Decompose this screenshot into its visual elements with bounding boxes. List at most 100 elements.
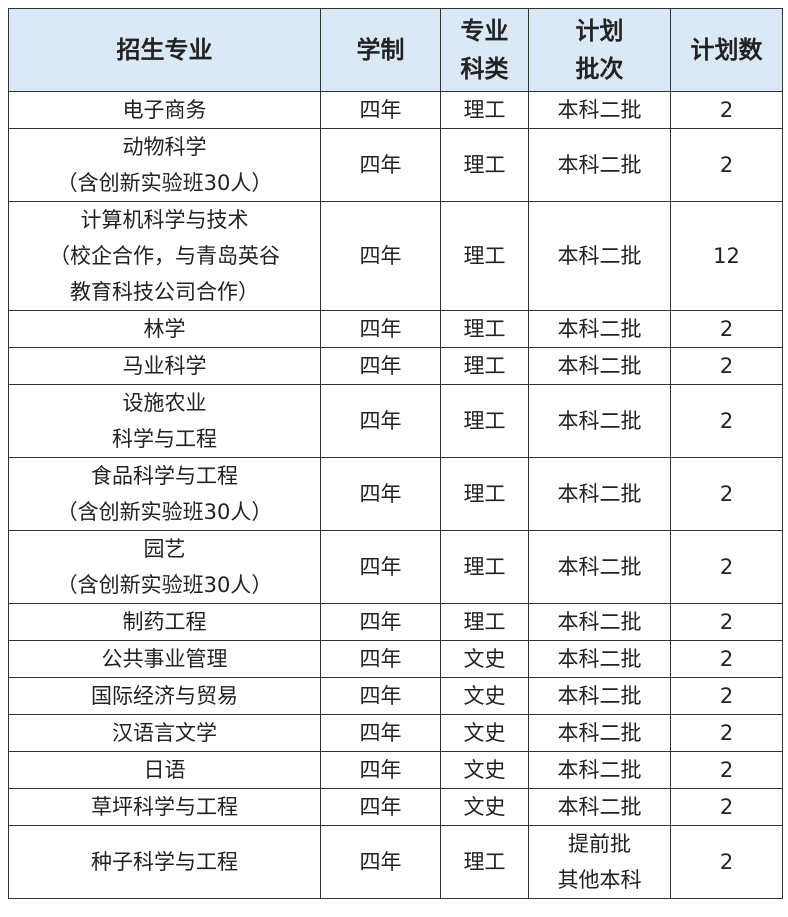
- table-cell: 文史: [440, 714, 529, 752]
- table-cell: 2: [670, 530, 783, 604]
- table-cell: 12: [670, 201, 783, 311]
- cell-line: 汉语言文学: [112, 721, 217, 745]
- table-cell: 本科二批: [528, 91, 671, 129]
- table-row: 马业科学 四年 理工 本科二批 2: [8, 347, 783, 385]
- table-cell: 汉语言文学: [8, 714, 321, 752]
- table-cell: 2: [670, 751, 783, 789]
- table-cell: 四年: [320, 751, 441, 789]
- table-cell: 2: [670, 91, 783, 129]
- table-cell: 四年: [320, 384, 441, 458]
- cell-line: （校企合作，与青岛英谷: [49, 244, 280, 268]
- table-cell: 园艺 （含创新实验班30人）: [8, 530, 321, 604]
- cell-line: 文史: [463, 684, 506, 708]
- cell-line: 四年: [359, 721, 402, 745]
- cell-line: 2: [719, 153, 734, 177]
- cell-line: 本科二批: [557, 153, 642, 177]
- table-cell: 理工: [440, 384, 529, 458]
- cell-line: 设施农业: [122, 391, 207, 415]
- table-row: 设施农业科学与工程 四年 理工 本科二批 2: [8, 384, 783, 458]
- table-cell: 本科二批: [528, 310, 671, 348]
- cell-line: 理工: [463, 850, 506, 874]
- table-cell: 2: [670, 788, 783, 826]
- table-cell: 文史: [440, 677, 529, 715]
- cell-line: 计划: [575, 17, 624, 45]
- table-cell: 四年: [320, 714, 441, 752]
- table-cell: 林学: [8, 310, 321, 348]
- cell-line: 2: [719, 354, 734, 378]
- cell-line: 四年: [359, 555, 402, 579]
- table-cell: 种子科学与工程: [8, 825, 321, 899]
- cell-line: 四年: [359, 317, 402, 341]
- table-cell: 本科二批: [528, 384, 671, 458]
- table-cell: 草坪科学与工程: [8, 788, 321, 826]
- cell-line: （含创新实验班30人）: [56, 171, 273, 195]
- cell-line: 四年: [359, 850, 402, 874]
- table-cell: 本科二批: [528, 530, 671, 604]
- table-cell: 四年: [320, 677, 441, 715]
- cell-line: 本科二批: [557, 647, 642, 671]
- table-row: 日语 四年 文史 本科二批 2: [8, 751, 783, 789]
- cell-line: 理工: [463, 153, 506, 177]
- header-cell: 招生专业: [8, 8, 321, 92]
- table-cell: 动物科学 （含创新实验班30人）: [8, 128, 321, 202]
- table-cell: 提前批 其他本科: [528, 825, 671, 899]
- table-row: 国际经济与贸易 四年 文史 本科二批 2: [8, 677, 783, 715]
- table-cell: 本科二批: [528, 347, 671, 385]
- table-cell: 理工: [440, 128, 529, 202]
- cell-line: 理工: [463, 555, 506, 579]
- cell-line: 四年: [359, 153, 402, 177]
- cell-line: 四年: [359, 758, 402, 782]
- table-cell: 本科二批: [528, 714, 671, 752]
- cell-line: 本科二批: [557, 98, 642, 122]
- table-cell: 文史: [440, 640, 529, 678]
- cell-line: 学制: [356, 36, 405, 64]
- cell-line: 12: [713, 244, 740, 268]
- table-cell: 2: [670, 640, 783, 678]
- cell-line: 科学与工程: [112, 427, 217, 451]
- cell-line: 园艺: [143, 537, 186, 561]
- cell-line: 四年: [359, 409, 402, 433]
- table-cell: 电子商务: [8, 91, 321, 129]
- table-cell: 本科二批: [528, 751, 671, 789]
- table-cell: 马业科学: [8, 347, 321, 385]
- table-cell: 2: [670, 677, 783, 715]
- cell-line: 四年: [359, 610, 402, 634]
- cell-line: 理工: [463, 98, 506, 122]
- table-cell: 食品科学与工程 （含创新实验班30人）: [8, 457, 321, 531]
- table-cell: 设施农业 科学与工程: [8, 384, 321, 458]
- cell-line: 教育科技公司合作）: [70, 280, 259, 304]
- cell-line: 2: [719, 409, 734, 433]
- table-cell: 四年: [320, 128, 441, 202]
- table-cell: 2: [670, 347, 783, 385]
- cell-line: 文史: [463, 795, 506, 819]
- cell-line: 计划数: [690, 36, 763, 64]
- table-cell: 计算机科学与技术 （校企合作，与青岛英谷 教育科技公司合作）: [8, 201, 321, 311]
- table-cell: 理工: [440, 603, 529, 641]
- cell-line: 2: [719, 482, 734, 506]
- cell-line: 四年: [359, 482, 402, 506]
- table-cell: 文史: [440, 751, 529, 789]
- header-cell: 学制: [320, 8, 441, 92]
- table-row: 食品科学与工程 （含创新实验班30人） 四年 理工 本科二批 2: [8, 457, 783, 531]
- table-cell: 2: [670, 310, 783, 348]
- table-cell: 四年: [320, 310, 441, 348]
- table-cell: 四年: [320, 788, 441, 826]
- table-cell: 2: [670, 825, 783, 899]
- table-cell: 四年: [320, 640, 441, 678]
- cell-line: 提前批: [568, 832, 631, 856]
- header-cell: 计划 批次: [528, 8, 671, 92]
- table-cell: 公共事业管理: [8, 640, 321, 678]
- cell-line: 本科二批: [557, 555, 642, 579]
- header-row: 招生专业 学制 专业 科类 计划 批次 计划数: [8, 8, 783, 92]
- table-cell: 制药工程: [8, 603, 321, 641]
- table-cell: 理工: [440, 347, 529, 385]
- cell-line: 2: [719, 850, 734, 874]
- cell-line: 2: [719, 684, 734, 708]
- cell-line: 本科二批: [557, 721, 642, 745]
- cell-line: 种子科学与工程: [91, 850, 238, 874]
- cell-line: 四年: [359, 647, 402, 671]
- cell-line: 本科二批: [557, 409, 642, 433]
- cell-line: 四年: [359, 354, 402, 378]
- cell-line: 四年: [359, 795, 402, 819]
